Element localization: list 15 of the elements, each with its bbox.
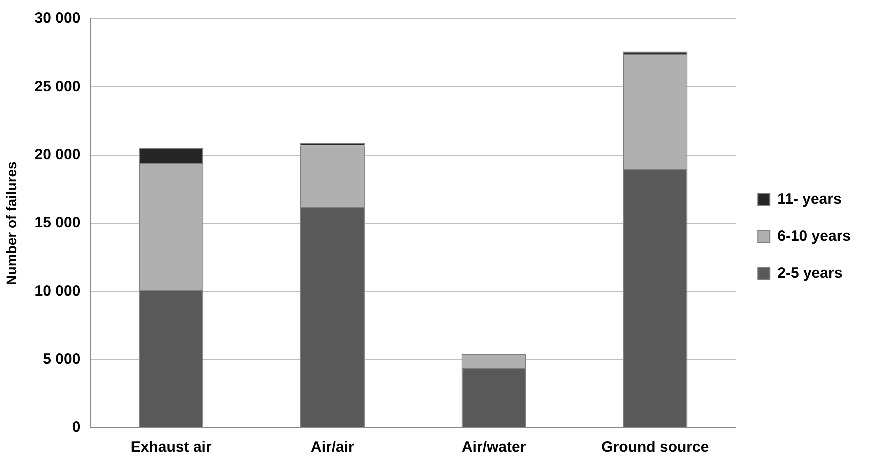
x-tick-label: Exhaust air <box>130 439 212 456</box>
y-tick-label: 25 000 <box>34 78 81 96</box>
legend-label: 6-10 years <box>778 228 852 246</box>
y-tick-label: 30 000 <box>34 10 81 28</box>
y-tick-label: 15 000 <box>34 214 81 232</box>
x-tick-label: Air/air <box>311 439 355 456</box>
y-tick-label: 20 000 <box>34 146 81 164</box>
x-tick-label: Air/water <box>462 439 526 456</box>
y-tick-label: 5 000 <box>43 350 81 368</box>
y-tick-label: 0 <box>72 419 81 436</box>
legend-label: 2-5 years <box>778 265 843 282</box>
x-tick-label: Ground source <box>602 439 710 456</box>
y-tick-label: 10 000 <box>34 282 81 300</box>
y-axis-title: Number of failures <box>3 161 20 286</box>
legend-label: 11- years <box>778 191 842 208</box>
